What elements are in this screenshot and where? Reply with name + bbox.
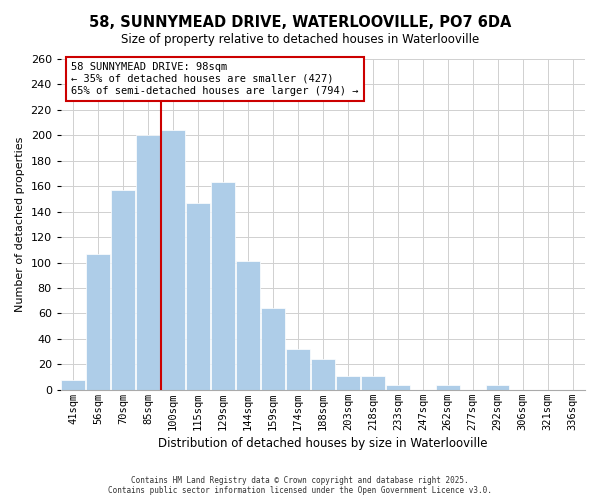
Text: Size of property relative to detached houses in Waterlooville: Size of property relative to detached ho…	[121, 32, 479, 46]
Text: 58 SUNNYMEAD DRIVE: 98sqm
← 35% of detached houses are smaller (427)
65% of semi: 58 SUNNYMEAD DRIVE: 98sqm ← 35% of detac…	[71, 62, 359, 96]
Y-axis label: Number of detached properties: Number of detached properties	[15, 136, 25, 312]
Bar	[336, 376, 360, 390]
Bar	[486, 384, 509, 390]
Bar	[236, 262, 260, 390]
Bar	[161, 130, 185, 390]
Bar	[61, 380, 85, 390]
Bar	[86, 254, 110, 390]
Bar	[386, 384, 410, 390]
Bar	[286, 349, 310, 390]
Bar	[112, 190, 135, 390]
Text: Contains HM Land Registry data © Crown copyright and database right 2025.
Contai: Contains HM Land Registry data © Crown c…	[108, 476, 492, 495]
Text: 58, SUNNYMEAD DRIVE, WATERLOOVILLE, PO7 6DA: 58, SUNNYMEAD DRIVE, WATERLOOVILLE, PO7 …	[89, 15, 511, 30]
Bar	[136, 136, 160, 390]
X-axis label: Distribution of detached houses by size in Waterlooville: Distribution of detached houses by size …	[158, 437, 488, 450]
Bar	[361, 376, 385, 390]
Bar	[436, 384, 460, 390]
Bar	[186, 203, 210, 390]
Bar	[211, 182, 235, 390]
Bar	[311, 359, 335, 390]
Bar	[261, 308, 285, 390]
